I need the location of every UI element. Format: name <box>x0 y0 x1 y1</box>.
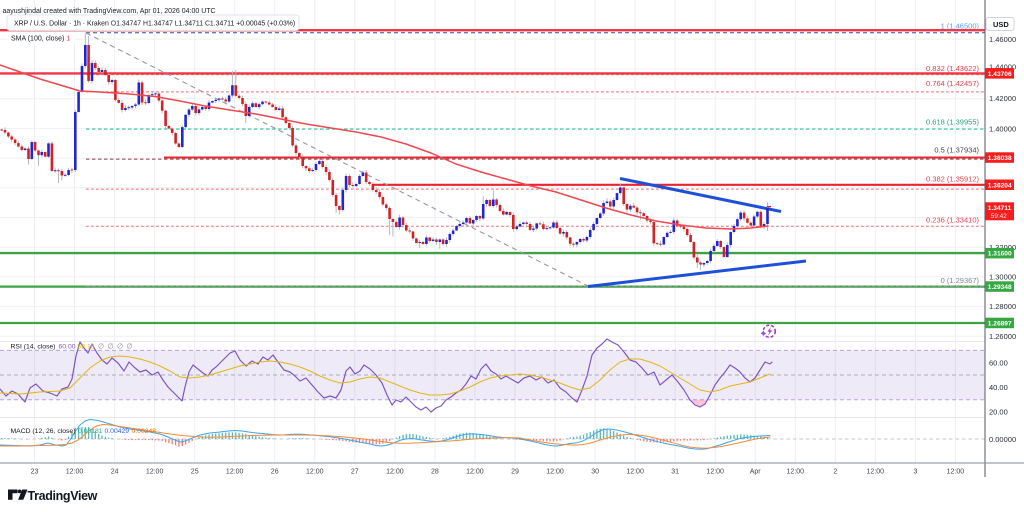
svg-text:1.32000: 1.32000 <box>989 243 1016 252</box>
svg-text:0.618 (1.39955): 0.618 (1.39955) <box>926 117 979 126</box>
svg-text:1.36204: 1.36204 <box>988 182 1012 189</box>
svg-text:12:00: 12:00 <box>947 469 965 476</box>
svg-text:27: 27 <box>351 469 359 476</box>
svg-text:0.5 (1.37934): 0.5 (1.37934) <box>934 146 979 155</box>
svg-text:USD: USD <box>993 20 1009 29</box>
svg-text:Apr: Apr <box>750 469 762 476</box>
svg-text:12:00: 12:00 <box>626 469 644 476</box>
svg-text:12:00: 12:00 <box>867 469 885 476</box>
svg-text:20.00: 20.00 <box>989 408 1008 417</box>
svg-text:SMA (100, close) 1: SMA (100, close) 1 <box>11 36 70 43</box>
svg-text:12:00: 12:00 <box>466 469 484 476</box>
svg-text:1.30000: 1.30000 <box>989 273 1016 282</box>
svg-text:0.382 (1.35912): 0.382 (1.35912) <box>926 175 979 184</box>
svg-text:1.31600: 1.31600 <box>988 251 1012 258</box>
svg-text:aayushjindal created with Trad: aayushjindal created with TradingView.co… <box>3 8 216 15</box>
svg-text:1.38038: 1.38038 <box>988 155 1012 162</box>
svg-text:TradingView: TradingView <box>28 489 98 503</box>
svg-text:0.832 (1.43622): 0.832 (1.43622) <box>926 64 979 73</box>
svg-text:0 (1.29367): 0 (1.29367) <box>941 276 980 285</box>
svg-text:60.00: 60.00 <box>989 358 1008 367</box>
svg-text:2: 2 <box>833 469 837 476</box>
svg-text:12:00: 12:00 <box>787 469 805 476</box>
svg-text:29: 29 <box>511 469 519 476</box>
svg-text:28: 28 <box>431 469 439 476</box>
svg-text:59:42: 59:42 <box>991 213 1007 220</box>
svg-text:0.236 (1.33410): 0.236 (1.33410) <box>926 216 979 225</box>
svg-text:1.43706: 1.43706 <box>988 71 1012 78</box>
svg-text:1.28000: 1.28000 <box>989 302 1016 311</box>
svg-text:12:00: 12:00 <box>306 469 324 476</box>
svg-text:0.764 (1.42457): 0.764 (1.42457) <box>926 79 979 88</box>
svg-text:1.42000: 1.42000 <box>989 94 1016 103</box>
svg-text:12:00: 12:00 <box>386 469 404 476</box>
svg-text:25: 25 <box>191 469 199 476</box>
svg-text:XRP / U.S. Dollar · 1h · Krake: XRP / U.S. Dollar · 1h · Kraken O1.34747… <box>14 21 295 28</box>
svg-text:12:00: 12:00 <box>706 469 724 476</box>
svg-text:26: 26 <box>271 469 279 476</box>
svg-text:1.26000: 1.26000 <box>989 332 1016 341</box>
svg-text:1.26897: 1.26897 <box>988 321 1012 328</box>
svg-text:12:00: 12:00 <box>146 469 164 476</box>
svg-text:1 (1.46500): 1 (1.46500) <box>941 22 980 31</box>
svg-text:12:00: 12:00 <box>66 469 84 476</box>
svg-text:0.00000: 0.00000 <box>989 435 1016 444</box>
svg-text:12:00: 12:00 <box>546 469 564 476</box>
svg-text:1.44000: 1.44000 <box>989 63 1016 72</box>
svg-text:23: 23 <box>31 469 39 476</box>
svg-text:1.34711: 1.34711 <box>988 205 1012 212</box>
svg-text:3: 3 <box>913 469 917 476</box>
svg-text:1.46000: 1.46000 <box>989 35 1016 44</box>
svg-text:12:00: 12:00 <box>226 469 244 476</box>
svg-text:1.29348: 1.29348 <box>988 284 1012 291</box>
svg-text:24: 24 <box>111 469 119 476</box>
svg-text:31: 31 <box>671 469 679 476</box>
svg-text:30: 30 <box>591 469 599 476</box>
svg-text:1.40000: 1.40000 <box>989 125 1016 134</box>
svg-text:40.00: 40.00 <box>989 383 1008 392</box>
